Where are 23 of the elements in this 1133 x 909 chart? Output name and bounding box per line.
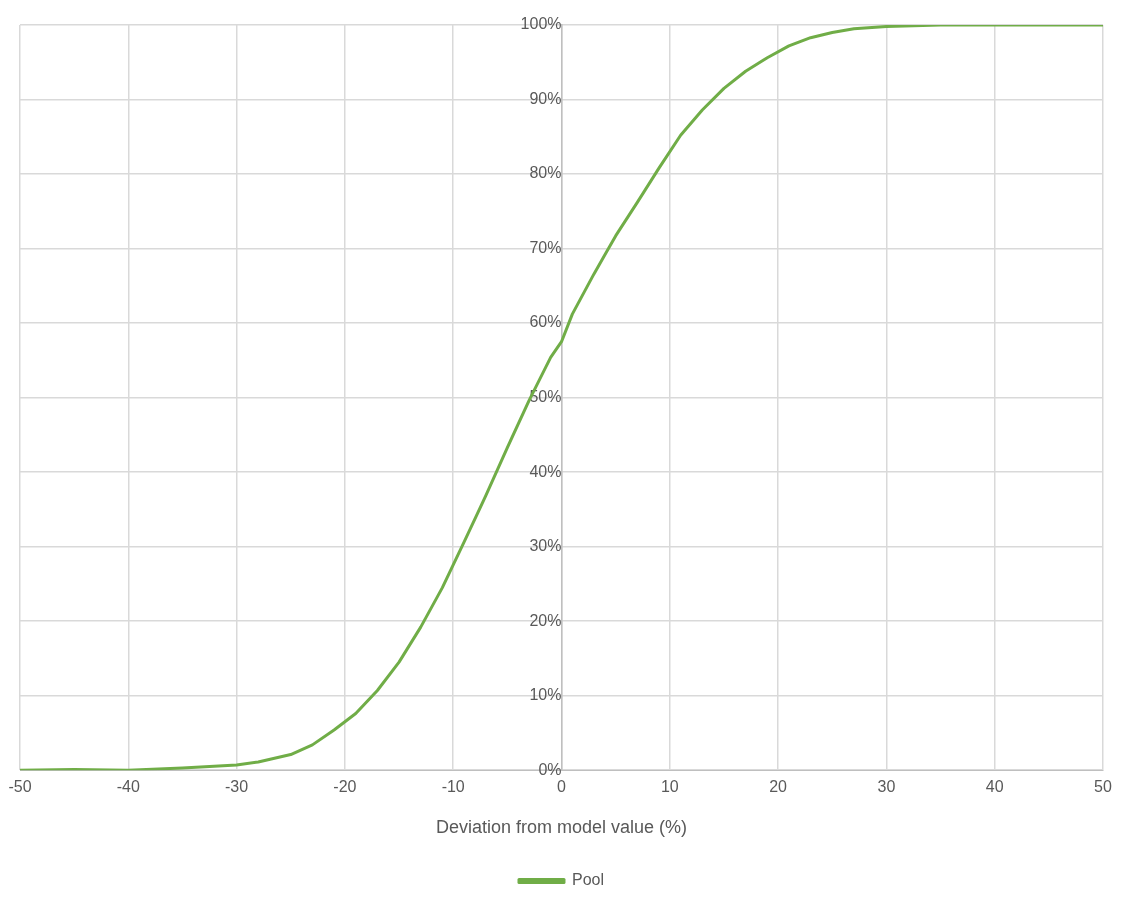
- y-tick-label: 80%: [529, 164, 562, 182]
- x-tick-label: 50: [1094, 778, 1112, 796]
- x-tick-label: -10: [441, 778, 465, 796]
- y-tick-label: 0%: [538, 760, 562, 778]
- legend-label: Pool: [571, 871, 605, 889]
- x-axis-title: Deviation from model value (%): [435, 817, 688, 838]
- y-tick-label: 40%: [529, 462, 562, 480]
- y-tick-label: 30%: [529, 537, 562, 555]
- y-tick-label: 70%: [529, 238, 562, 256]
- x-tick-label: -40: [116, 778, 140, 796]
- y-tick-label: 10%: [529, 686, 562, 704]
- x-tick-label: 40: [985, 778, 1004, 796]
- x-tick-label: -30: [225, 778, 249, 796]
- x-tick-label: -20: [333, 778, 357, 796]
- y-tick-label: 20%: [529, 611, 562, 629]
- x-tick-label: 10: [660, 778, 679, 796]
- x-tick-label: 0: [557, 778, 567, 796]
- x-tick-label: -50: [8, 778, 32, 796]
- y-tick-label: 60%: [529, 313, 562, 331]
- y-tick-label: 100%: [520, 15, 562, 33]
- x-tick-label: 30: [877, 778, 896, 796]
- y-tick-label: 90%: [529, 89, 562, 107]
- x-tick-label: 20: [769, 778, 788, 796]
